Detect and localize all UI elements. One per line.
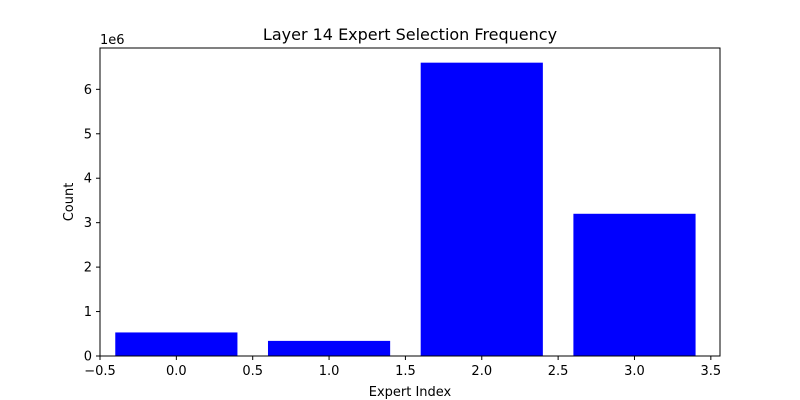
bar-expert-1 — [267, 340, 391, 356]
y-tick-label: 6 — [84, 83, 92, 98]
y-tick-label: 3 — [84, 216, 92, 231]
x-tick-label: 3.5 — [700, 364, 721, 379]
plot-frame — [99, 47, 721, 357]
y-tick-label: 1 — [84, 305, 92, 320]
y-axis-label: Count — [62, 183, 77, 222]
chart-title: Layer 14 Expert Selection Frequency — [263, 25, 557, 44]
x-tick-label: 2.0 — [471, 364, 492, 379]
y-ticks-group: 0 1 2 3 4 5 6 — [84, 83, 100, 365]
x-tick-label: 1.5 — [395, 364, 416, 379]
x-tick-label: 0.5 — [242, 364, 263, 379]
y-offset-label: 1e6 — [100, 33, 125, 48]
x-tick-label: 2.5 — [548, 364, 569, 379]
bar-expert-3 — [573, 213, 696, 356]
bars-group — [115, 62, 696, 357]
y-tick-label: 5 — [84, 127, 92, 142]
x-tick-label: −0.5 — [84, 364, 116, 379]
x-tick-label: 1.0 — [319, 364, 340, 379]
bar-expert-2 — [420, 62, 543, 357]
x-axis-label: Expert Index — [369, 385, 452, 400]
x-ticks-group: −0.5 0.0 0.5 1.0 1.5 2.0 2.5 3.0 3.5 — [84, 356, 721, 379]
x-tick-label: 3.0 — [624, 364, 645, 379]
bar-expert-0 — [115, 332, 238, 356]
y-tick-label: 4 — [84, 172, 92, 187]
y-tick-label: 0 — [84, 350, 92, 365]
x-tick-label: 0.0 — [166, 364, 187, 379]
y-tick-label: 2 — [84, 261, 92, 276]
